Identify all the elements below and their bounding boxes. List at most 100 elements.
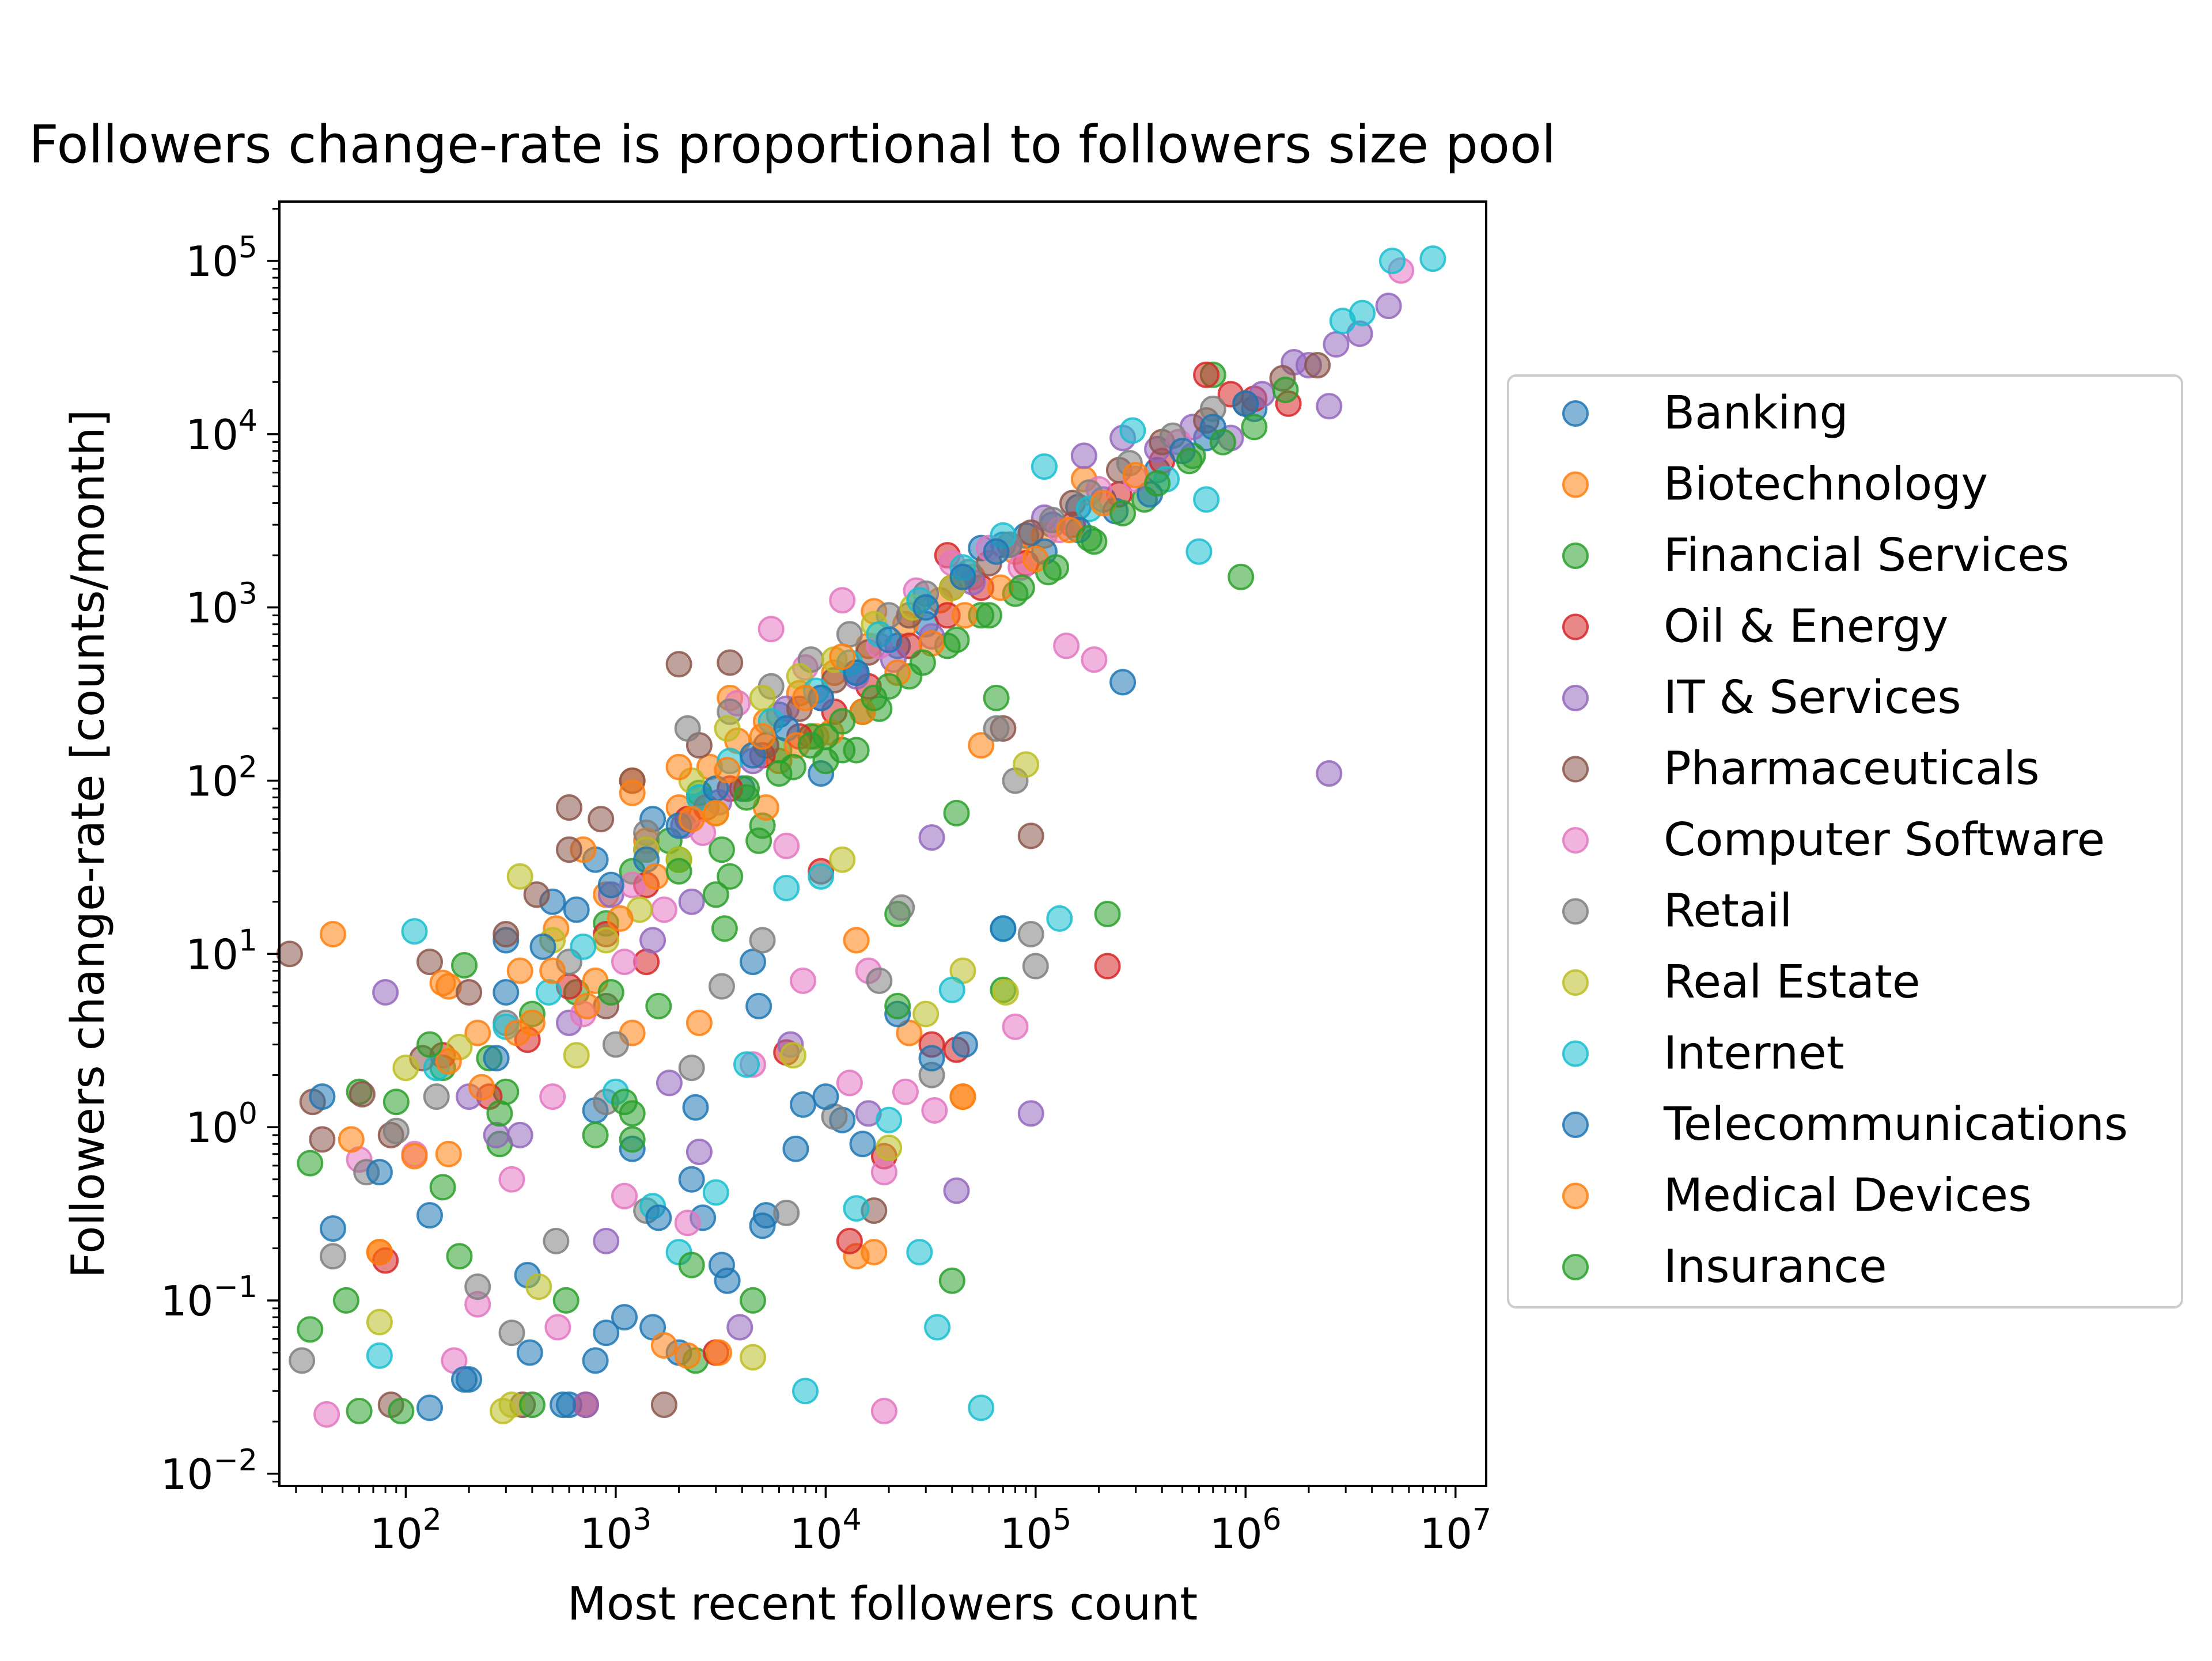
data-point [1017,1100,1044,1127]
data-point [773,874,800,901]
data-point [1379,248,1406,274]
y-tick-label: 10−1 [161,1270,257,1325]
data-point [983,538,1010,565]
legend-label: Medical Devices [1664,1169,2032,1222]
data-point [297,1316,324,1343]
data-point [423,1083,450,1110]
x-axis-ticks: 102 103 104 105 106 107 [295,1486,1491,1558]
x-tick-label: 104 [790,1503,862,1558]
data-point [951,1031,978,1058]
data-point [611,1089,638,1116]
data-point [1193,486,1220,513]
data-point [678,806,705,833]
legend-entry: Computer Software [1562,813,2105,866]
data-point [451,952,478,979]
data-point [518,1010,546,1036]
data-point [983,684,1010,711]
legend-marker [1562,685,1589,711]
data-point [593,927,620,954]
data-point [611,1304,638,1331]
legend-label: Financial Services [1664,529,2069,582]
data-point [429,1174,456,1201]
legend-label: Oil & Energy [1664,600,1948,653]
data-point [619,1126,646,1153]
data-point [726,1314,753,1341]
data-point [320,1243,346,1270]
data-point [797,732,824,759]
legend-marker [1562,400,1589,427]
data-point [574,992,601,1019]
data-point [401,918,428,945]
legend-entry: IT & Services [1562,671,1961,724]
data-point [1185,538,1213,565]
data-point [992,979,1019,1006]
data-point [313,1401,340,1428]
data-point [717,649,744,676]
data-point [633,949,660,976]
legend-marker [1562,613,1589,640]
data-point [1232,390,1259,417]
data-point [276,941,303,968]
x-tick-label: 102 [370,1503,442,1558]
data-point [714,715,741,742]
data-point [498,1166,525,1193]
data-point [745,992,772,1019]
legend-entry: Oil & Energy [1562,600,1948,653]
data-point [714,1267,741,1294]
data-point [1109,669,1137,696]
data-point [1013,751,1040,778]
data-point [1375,293,1402,320]
data-point [607,905,634,932]
data-point [1109,500,1137,526]
legend-entry: Banking [1562,386,1849,439]
legend-label: Telecommunications [1663,1098,2128,1151]
plot-area-frame [278,200,1487,1487]
y-tick-label: 100 [185,1097,257,1152]
data-point [706,1339,732,1366]
data-point [456,979,483,1006]
legend-entry: Biotechnology [1562,458,1988,511]
data-point [790,1091,816,1118]
data-point [332,1287,359,1314]
data-point [401,1143,428,1170]
data-point [678,1166,705,1193]
data-point [849,1131,876,1158]
data-point [843,927,870,954]
data-point [416,949,443,976]
data-point [593,1319,620,1347]
data-point [938,1267,965,1294]
data-point [943,1177,970,1204]
data-point [525,1273,552,1300]
legend-marker [1562,1112,1589,1138]
data-point [1017,921,1044,947]
x-axis-label: Most recent followers count [567,1577,1198,1630]
data-point [309,1126,336,1153]
data-point [1304,352,1331,379]
data-point [790,967,816,994]
data-point [918,824,945,851]
data-point [349,1080,376,1108]
data-point [388,1398,415,1424]
legend-entry: Medical Devices [1562,1169,2032,1222]
legend-label: Computer Software [1664,813,2105,866]
data-point [943,799,970,826]
data-point [645,1204,672,1231]
data-point [876,1135,903,1161]
data-point [552,1287,579,1314]
y-axis-label: Followers change-rate [counts/month] [62,409,115,1279]
data-point [529,933,556,960]
data-point [1316,760,1343,787]
data-point [539,1083,566,1110]
data-point [943,626,970,653]
legend-label: Retail [1664,885,1792,938]
legend-marker [1562,969,1589,996]
data-point [366,1342,393,1369]
legend-frame [1507,374,2183,1309]
legend-label: Biotechnology [1664,458,1988,511]
data-point [650,896,677,923]
data-point [372,979,399,1006]
data-point [570,933,597,960]
data-point [792,1378,819,1405]
data-point [451,1366,478,1393]
data-point [582,1121,609,1148]
